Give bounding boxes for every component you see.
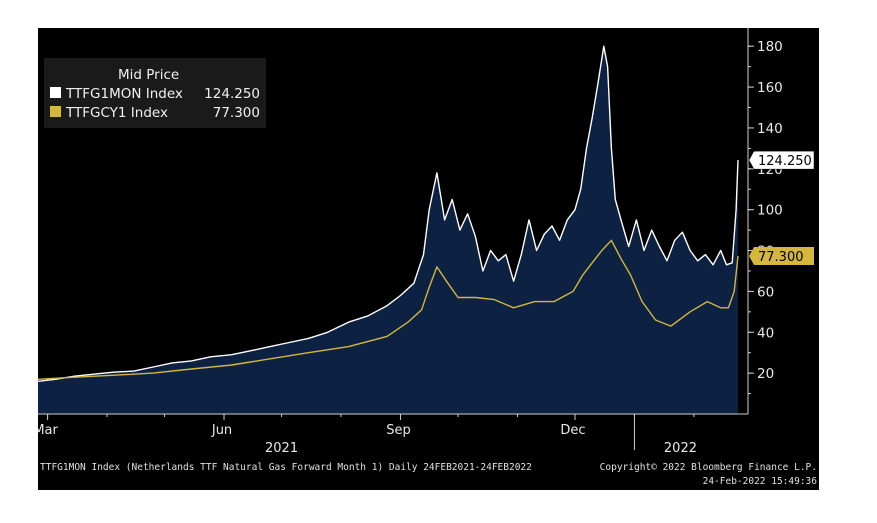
y-tick-label: 60 [757, 284, 774, 300]
series-1-line [38, 45, 739, 382]
y-tick-label: 20 [757, 366, 774, 382]
legend-box [44, 58, 266, 128]
series-1-area [38, 46, 738, 414]
y-tick-label: 180 [757, 39, 783, 55]
series-1-last-value-tag [748, 150, 815, 170]
legend-heading: Mid Price [118, 67, 179, 83]
x-tick-label: Jun [211, 423, 232, 438]
legend-swatch [50, 87, 61, 98]
legend-swatch [50, 106, 61, 117]
series-1-last-value: 124.250 [758, 154, 812, 169]
series-2-line [38, 239, 739, 380]
legend-series-name: TTFGCY1 Index [65, 105, 168, 121]
legend-series-name: TTFG1MON Index [65, 86, 183, 102]
x-tick-label: Sep [386, 423, 411, 438]
y-tick-label: 40 [757, 325, 774, 341]
y-tick-label: 160 [757, 80, 783, 96]
footer-timestamp: 24-Feb-2022 15:49:36 [703, 476, 818, 487]
year-label: 2021 [265, 441, 298, 456]
y-tick-label: 100 [757, 203, 783, 219]
footer-copyright: Copyright© 2022 Bloomberg Finance L.P. [600, 462, 817, 473]
legend-series-value: 77.300 [213, 105, 260, 121]
year-label: 2022 [664, 441, 697, 456]
footer-source: TTFG1MON Index (Netherlands TTF Natural … [40, 462, 532, 473]
series-2-last-value: 77.300 [758, 250, 804, 265]
series-2-last-value-tag [749, 247, 814, 266]
x-tick-label: Mar [38, 423, 59, 438]
legend-series-value: 124.250 [204, 86, 260, 102]
chart-plot: 20406080100120140160180 MarJunSepDec2021… [38, 28, 818, 487]
x-tick-label: Dec [560, 423, 585, 438]
chart-frame: 20406080100120140160180 MarJunSepDec2021… [38, 28, 819, 490]
y-tick-label: 140 [757, 121, 783, 137]
